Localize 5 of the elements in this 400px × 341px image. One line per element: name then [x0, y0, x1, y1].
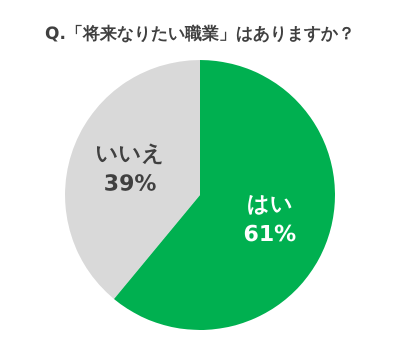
data-label: 61%	[244, 222, 296, 247]
slice-label: はい	[246, 192, 293, 217]
chart-title: Q.「将来なりたい職業」はありますか？	[44, 23, 356, 45]
slice-label: いいえ	[96, 142, 165, 167]
data-label: 39%	[104, 172, 156, 197]
